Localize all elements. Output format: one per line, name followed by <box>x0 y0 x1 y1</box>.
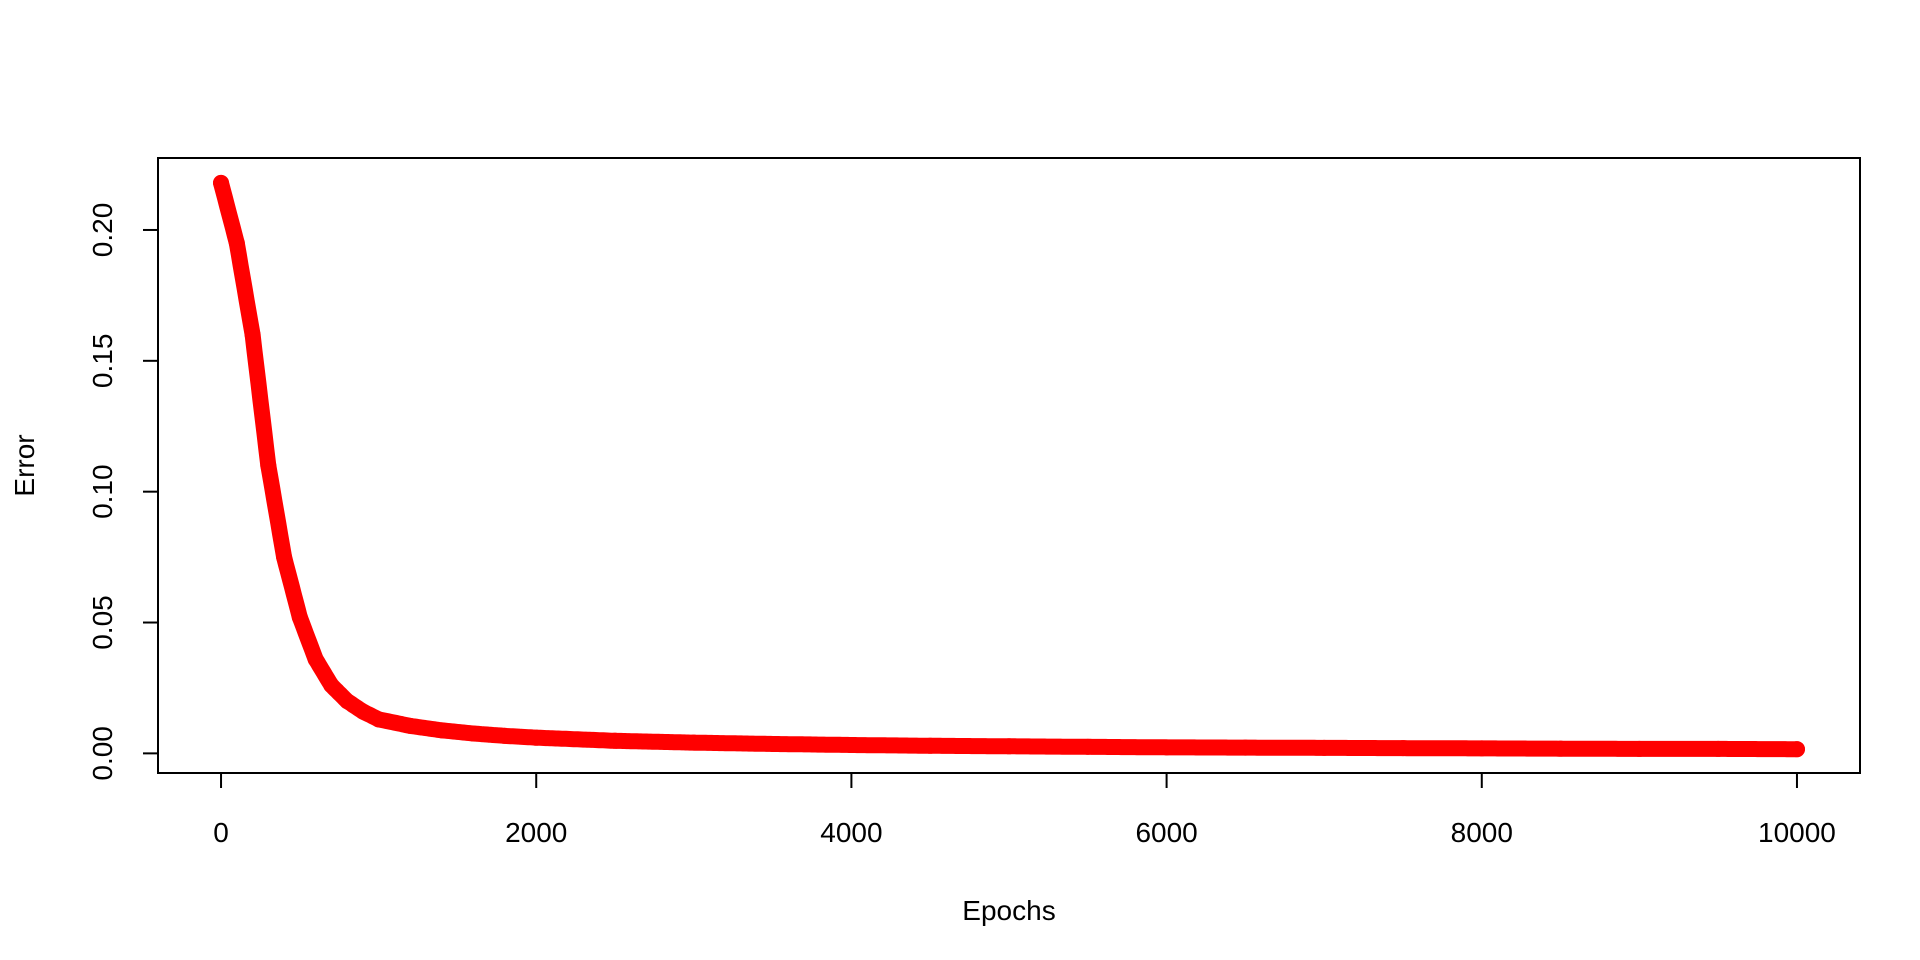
data-point <box>1473 740 1490 757</box>
x-tick-label: 4000 <box>820 817 882 848</box>
data-point <box>228 235 245 252</box>
data-point <box>1394 740 1411 757</box>
data-point <box>922 737 939 754</box>
series-line <box>213 174 1805 758</box>
x-axis-title: Epochs <box>962 895 1055 926</box>
x-tick-label: 10000 <box>1758 817 1836 848</box>
y-axis: 0.00 0.05 0.10 0.15 0.20 <box>87 203 159 781</box>
y-tick-label: 0.10 <box>87 464 118 519</box>
x-axis: 0 2000 4000 6000 8000 10000 <box>213 772 1836 848</box>
y-tick-label: 0.20 <box>87 203 118 258</box>
data-point <box>213 174 230 191</box>
data-point <box>307 651 324 668</box>
data-point <box>433 722 450 739</box>
data-point <box>1710 740 1727 757</box>
data-point <box>843 736 860 753</box>
data-point <box>1079 738 1096 755</box>
data-point <box>260 457 277 474</box>
data-point <box>764 735 781 752</box>
y-tick-label: 0.15 <box>87 334 118 389</box>
data-point <box>528 729 545 746</box>
data-point <box>1237 739 1254 756</box>
y-tick-label: 0.05 <box>87 595 118 650</box>
x-tick-label: 6000 <box>1135 817 1197 848</box>
data-point <box>370 711 387 728</box>
x-tick-label: 8000 <box>1451 817 1513 848</box>
plot-frame <box>157 157 1861 774</box>
data-point <box>1631 740 1648 757</box>
x-tick-label: 0 <box>213 817 229 848</box>
data-point <box>1001 738 1017 755</box>
data-point <box>339 693 356 710</box>
data-point <box>465 725 482 742</box>
data-point <box>1316 739 1333 756</box>
data-point <box>402 717 419 734</box>
data-point <box>276 549 293 566</box>
data-point <box>1158 739 1175 756</box>
data-point <box>685 734 702 751</box>
data-point <box>1552 740 1569 757</box>
data-point <box>607 732 624 749</box>
data-point <box>496 727 513 744</box>
data-point <box>244 326 261 343</box>
data-point <box>1788 741 1805 758</box>
data-layer <box>213 174 1805 758</box>
data-point <box>323 677 340 694</box>
y-axis-title: Error <box>9 434 40 496</box>
data-point <box>291 609 308 626</box>
y-tick-label: 0.00 <box>87 726 118 781</box>
data-point <box>354 703 371 720</box>
x-tick-label: 2000 <box>505 817 567 848</box>
